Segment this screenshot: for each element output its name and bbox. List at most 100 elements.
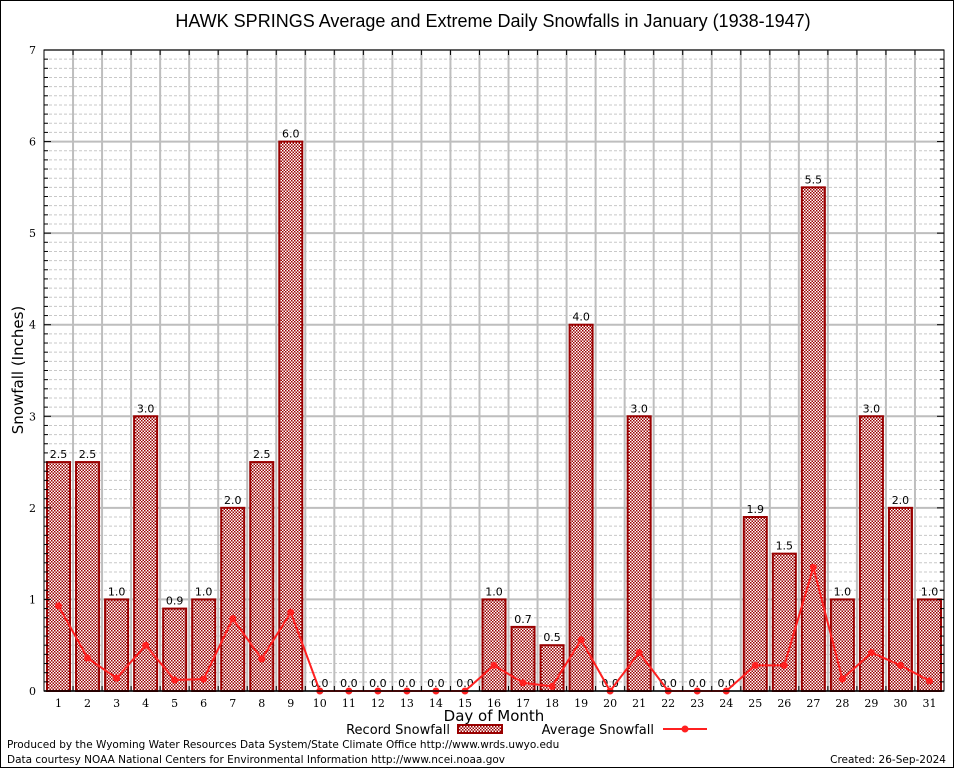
x-tick-label: 22: [661, 697, 675, 710]
x-tick-label: 28: [835, 697, 849, 710]
x-tick-label: 3: [113, 697, 120, 710]
y-tick-label: 6: [29, 136, 36, 149]
average-point-day-1: [55, 602, 63, 610]
record-bar-day-4: [133, 415, 159, 692]
record-bar-day-19: [568, 323, 594, 692]
record-bar-day-9: [278, 140, 304, 693]
y-tick-label: 5: [29, 227, 36, 240]
bar-label-day-13: 0.0: [398, 677, 416, 690]
bar-label-day-28: 1.0: [834, 585, 852, 598]
footer-produced-by: Produced by the Wyoming Water Resources …: [7, 739, 559, 751]
average-point-day-25: [751, 661, 759, 669]
bar-label-day-18: 0.5: [543, 631, 561, 644]
average-point-day-5: [171, 676, 179, 684]
average-point-day-27: [809, 563, 817, 571]
bar-label-day-30: 2.0: [892, 494, 910, 507]
legend-record-label: Record Snowfall: [346, 723, 450, 738]
x-tick-label: 30: [893, 697, 907, 710]
y-tick-label: 7: [29, 44, 36, 57]
bar-label-day-1: 2.5: [50, 448, 68, 461]
x-tick-label: 26: [777, 697, 791, 710]
record-bar-day-26: [771, 552, 797, 693]
x-tick-label: 20: [603, 697, 617, 710]
x-tick-label: 27: [806, 697, 820, 710]
x-tick-label: 10: [313, 697, 327, 710]
chart-title: HAWK SPRINGS Average and Extreme Daily S…: [175, 11, 810, 31]
x-tick-label: 12: [371, 697, 385, 710]
x-tick-label: 2: [84, 697, 91, 710]
x-axis-label: Day of Month: [444, 707, 545, 725]
x-tick-label: 24: [719, 697, 733, 710]
bar-label-day-17: 0.7: [514, 613, 532, 626]
legend-average-label: Average Snowfall: [542, 723, 654, 738]
bar-label-day-4: 3.0: [137, 402, 155, 415]
x-tick-labels: 1 2 3 4 5 6 7 8 9 10 11 12 13 14 15 16 17 18 19 20 21 22 23 24 2…: [55, 697, 936, 710]
average-point-day-8: [258, 655, 266, 663]
bar-label-day-31: 1.0: [921, 585, 939, 598]
y-tick-label: 1: [29, 593, 36, 606]
legend-average-marker: [681, 725, 689, 733]
axes: [43, 49, 945, 692]
bar-label-day-25: 1.9: [747, 503, 765, 516]
bar-label-day-7: 2.0: [224, 494, 242, 507]
x-tick-label: 15: [458, 697, 472, 710]
record-bar-day-16: [481, 598, 507, 693]
y-axis-label: Snowfall (Inches): [9, 306, 27, 434]
average-point-day-21: [635, 649, 643, 657]
x-tick-label: 1: [55, 697, 62, 710]
bar-label-day-11: 0.0: [340, 677, 358, 690]
bar-label-day-23: 0.0: [688, 677, 706, 690]
x-tick-label: 6: [200, 697, 207, 710]
average-point-day-3: [113, 674, 121, 682]
y-tick-label: 0: [29, 685, 36, 698]
bar-label-day-6: 1.0: [195, 585, 213, 598]
legend: Record Snowfall Average Snowfall: [346, 723, 707, 738]
bar-label-day-29: 3.0: [863, 402, 881, 415]
record-bar-day-7: [220, 506, 246, 692]
bar-label-day-12: 0.0: [369, 677, 387, 690]
footer-created-date: Created: 26-Sep-2024: [830, 754, 946, 766]
bar-label-day-21: 3.0: [630, 402, 648, 415]
average-point-day-18: [548, 682, 556, 690]
average-point-day-2: [84, 654, 92, 662]
average-point-day-17: [519, 679, 527, 687]
average-point-day-6: [200, 675, 208, 683]
bar-label-day-9: 6.0: [282, 128, 300, 141]
footer-data-courtesy: Data courtesy NOAA National Centers for …: [7, 754, 505, 766]
x-tick-label: 21: [632, 697, 646, 710]
x-tick-label: 31: [922, 697, 936, 710]
x-tick-label: 25: [748, 697, 762, 710]
x-tick-label: 29: [864, 697, 878, 710]
y-tick-label: 4: [29, 319, 36, 332]
average-point-day-30: [896, 661, 904, 669]
x-tick-label: 14: [429, 697, 443, 710]
average-point-day-26: [780, 661, 788, 669]
bar-label-day-5: 0.9: [166, 595, 184, 608]
bar-value-labels: 2.5 2.5 1.0 3.0 0.9 1.0 2.0 2.5 6.0 0.0 0.0 0.0 0.0 0…: [50, 128, 938, 690]
x-tick-label: 8: [258, 697, 265, 710]
x-tick-label: 13: [400, 697, 414, 710]
bar-label-day-27: 5.5: [805, 173, 823, 186]
bar-label-day-14: 0.0: [427, 677, 445, 690]
bar-label-day-3: 1.0: [108, 585, 126, 598]
x-tick-label: 17: [516, 697, 530, 710]
average-point-day-7: [229, 615, 237, 623]
bar-label-day-2: 2.5: [79, 448, 97, 461]
y-tick-labels: 0 1 2 3 4 5 6 7: [29, 44, 36, 698]
average-point-day-19: [577, 636, 585, 644]
average-point-day-4: [142, 641, 150, 649]
x-tick-label: 4: [142, 697, 149, 710]
average-point-day-16: [490, 661, 498, 669]
x-tick-label: 5: [171, 697, 178, 710]
average-point-day-29: [867, 649, 875, 657]
average-point-day-28: [838, 675, 846, 683]
x-tick-label: 7: [229, 697, 236, 710]
x-tick-label: 19: [574, 697, 588, 710]
x-tick-label: 18: [545, 697, 559, 710]
record-bar-day-27: [800, 186, 826, 692]
average-point-day-9: [287, 608, 295, 616]
x-tick-label: 9: [287, 697, 294, 710]
x-tick-label: 23: [690, 697, 704, 710]
average-point-day-31: [925, 677, 933, 685]
